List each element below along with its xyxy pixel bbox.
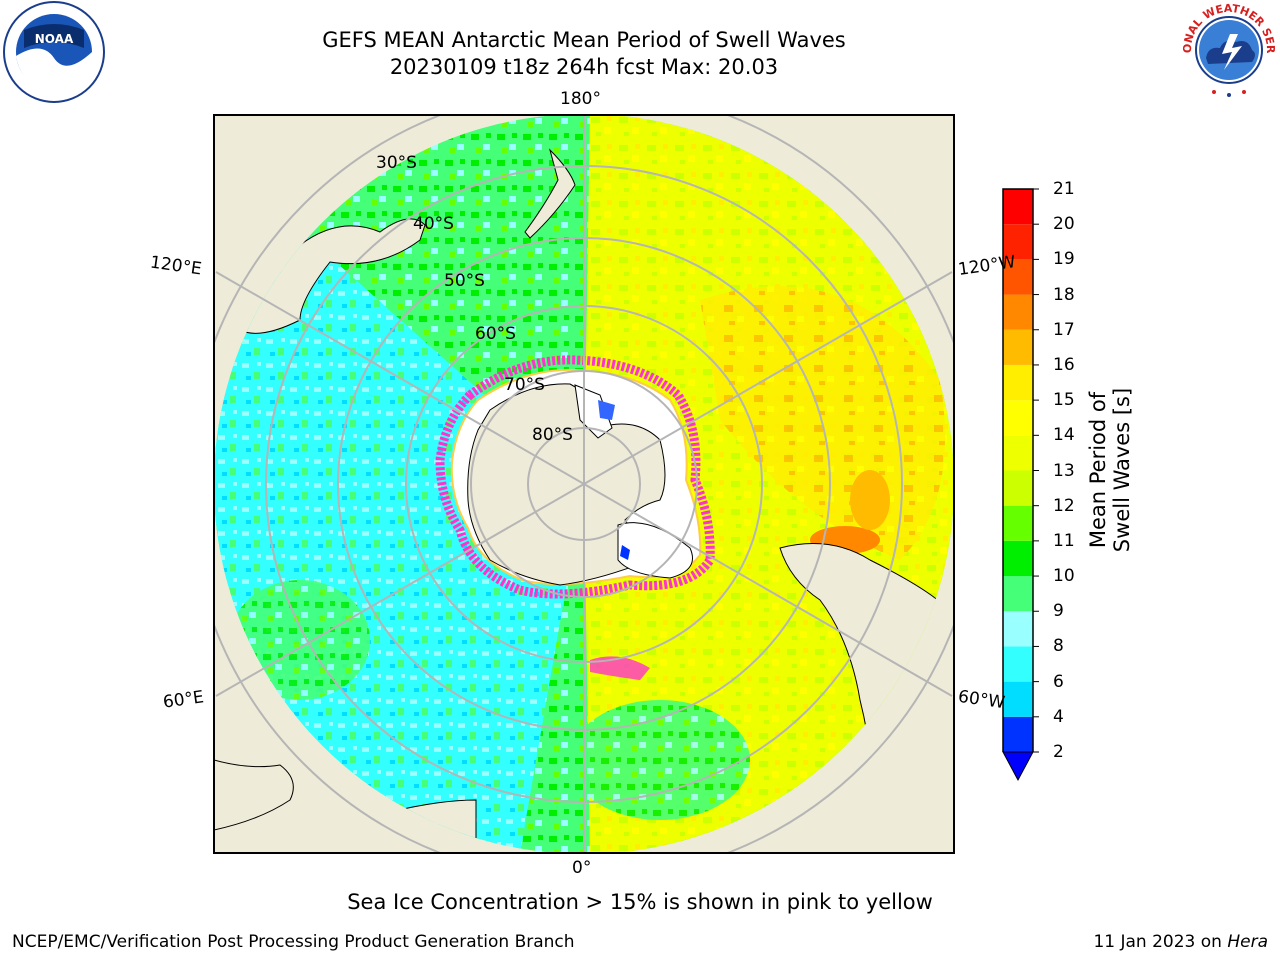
colorbar-segment <box>1003 716 1033 752</box>
lon-label-top: 180° <box>560 89 601 109</box>
colorbar-tick-label: 17 <box>1053 319 1075 340</box>
footer-machine: Hera <box>1227 932 1268 952</box>
colorbar-under-arrow <box>1002 751 1034 782</box>
colorbar-tick-label: 15 <box>1053 390 1075 411</box>
colorbar-tick-label: 11 <box>1053 530 1075 551</box>
lat-label-70s: 70°S <box>504 375 545 395</box>
colorbar-segment <box>1003 294 1033 330</box>
colorbar-tick-label: 6 <box>1053 671 1064 692</box>
colorbar-segment <box>1003 435 1033 471</box>
colorbar-segment <box>1003 400 1033 436</box>
colorbar-tick-label: 9 <box>1053 601 1064 622</box>
footer-date: 11 Jan 2023 on Hera <box>1093 932 1268 952</box>
colorbar-segment <box>1003 646 1033 682</box>
colorbar-tick-label: 12 <box>1053 495 1075 516</box>
colorbar-segment <box>1003 224 1033 260</box>
colorbar-tick-label: 10 <box>1053 566 1075 587</box>
lat-label-80s: 80°S <box>532 425 573 445</box>
colorbar-tick-label: 13 <box>1053 460 1075 481</box>
graticule <box>214 115 954 853</box>
colorbar-segment <box>1003 364 1033 401</box>
colorbar-tick-label: 4 <box>1053 706 1064 727</box>
noaa-logo: NOAA <box>3 1 105 103</box>
colorbar-segment <box>1003 611 1033 647</box>
lat-label-40s: 40°S <box>413 214 454 234</box>
colorbar-tick-label: 19 <box>1053 249 1075 270</box>
colorbar-tick-label: 8 <box>1053 636 1064 657</box>
footer-date-text: 11 Jan 2023 on <box>1093 932 1228 952</box>
colorbar-segment <box>1003 259 1033 295</box>
footer-branch: NCEP/EMC/Verification Post Processing Pr… <box>12 932 575 952</box>
lat-label-60s: 60°S <box>475 324 516 344</box>
lat-label-50s: 50°S <box>444 271 485 291</box>
colorbar-segment <box>1003 540 1033 577</box>
title-line-2: 20230109 t18z 264h fcst Max: 20.03 <box>389 55 779 79</box>
colorbar-segment <box>1003 576 1033 612</box>
nws-logo: NATIONAL WEATHER SERVICE <box>1178 0 1277 98</box>
sea-ice-note: Sea Ice Concentration > 15% is shown in … <box>347 890 933 914</box>
title-line-1: GEFS MEAN Antarctic Mean Period of Swell… <box>322 28 846 52</box>
lat-label-30s: 30°S <box>376 153 417 173</box>
map-frame <box>213 114 955 854</box>
colorbar-tick-label: 18 <box>1053 284 1075 305</box>
colorbar-segment <box>1003 329 1033 365</box>
colorbar-segment <box>1003 189 1033 225</box>
colorbar-tick-label: 2 <box>1053 742 1064 762</box>
colorbar-tick-label: 16 <box>1053 354 1075 375</box>
colorbar-segment <box>1003 681 1033 717</box>
lon-label-bottom: 0° <box>572 858 592 878</box>
colorbar-segment <box>1003 470 1033 506</box>
noaa-logo-text: NOAA <box>35 32 74 46</box>
colorbar-tick-label: 21 <box>1053 179 1075 199</box>
colorbar-label: Mean Period of Swell Waves [s] <box>1086 387 1134 553</box>
colorbar <box>1002 188 1039 782</box>
colorbar-tick-label: 20 <box>1053 214 1075 235</box>
colorbar-tick-label: 14 <box>1053 425 1075 446</box>
colorbar-segment <box>1003 505 1033 541</box>
